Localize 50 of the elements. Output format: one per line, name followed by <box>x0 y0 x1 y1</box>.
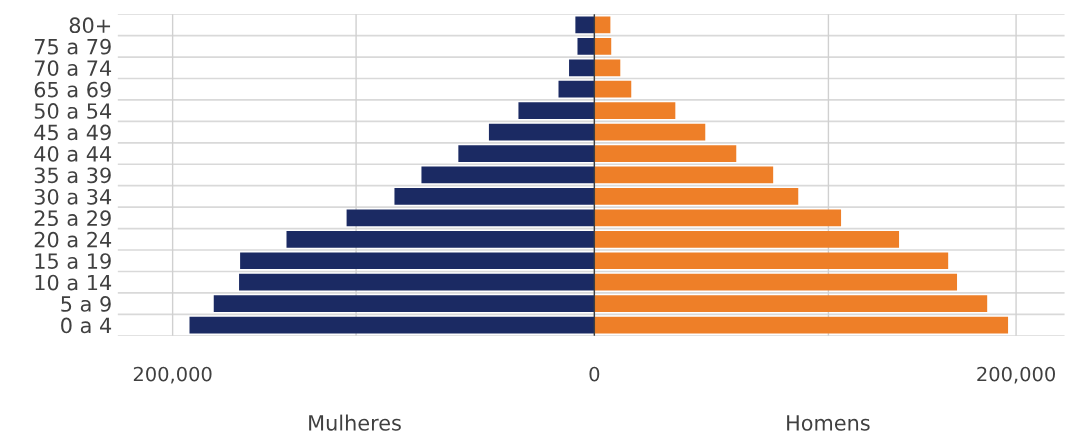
bar <box>488 123 595 141</box>
bar <box>569 59 595 77</box>
bar <box>458 145 595 162</box>
y-tick-label: 25 a 29 <box>34 210 111 227</box>
bar <box>594 59 621 77</box>
bar <box>594 188 799 205</box>
bar <box>594 295 988 312</box>
bar <box>558 80 595 98</box>
bar <box>577 37 595 55</box>
y-tick-label: 70 a 74 <box>34 60 112 76</box>
y-tick-label: 35 a 39 <box>34 167 111 184</box>
bar <box>213 295 595 312</box>
x-tick-label: 0 <box>589 366 600 382</box>
bar <box>594 209 842 227</box>
y-tick-label: 80+ <box>69 17 111 34</box>
y-tick-label: 15 a 19 <box>35 253 111 269</box>
y-tick-label: 65 a 69 <box>34 81 111 98</box>
bar <box>594 273 958 291</box>
bar <box>421 166 595 184</box>
y-tick-label: 50 a 54 <box>34 103 112 119</box>
bar <box>594 230 900 248</box>
y-tick-label: 75 a 79 <box>34 38 111 55</box>
bar <box>239 273 595 291</box>
bar <box>394 188 595 205</box>
bar <box>594 145 737 162</box>
y-tick-label: 45 a 49 <box>34 124 111 141</box>
x-tick-label: 200,000 <box>133 366 212 384</box>
bar <box>594 102 676 120</box>
bar <box>189 316 595 334</box>
y-tick-label: 40 a 44 <box>34 146 112 162</box>
text: Mulheres <box>309 414 401 431</box>
bar <box>286 230 595 248</box>
x-tick-label: 200,000 <box>977 366 1055 384</box>
y-tick-label: 0 a 4 <box>61 317 112 334</box>
bar <box>594 123 706 141</box>
y-tick-label: 5 a 9 <box>61 296 111 312</box>
bar <box>594 16 611 34</box>
bar <box>594 316 1009 334</box>
bar <box>575 16 595 34</box>
text: Homens <box>787 415 870 431</box>
bar <box>594 252 949 270</box>
y-tick-label: 20 a 24 <box>34 231 112 248</box>
bar <box>594 166 774 184</box>
bar <box>594 37 612 55</box>
y-tick-label: 30 a 34 <box>34 188 112 205</box>
bar <box>240 252 595 270</box>
bar <box>594 80 632 98</box>
bar <box>346 209 595 227</box>
y-tick-label: 10 a 14 <box>35 274 112 291</box>
bar <box>518 102 595 120</box>
